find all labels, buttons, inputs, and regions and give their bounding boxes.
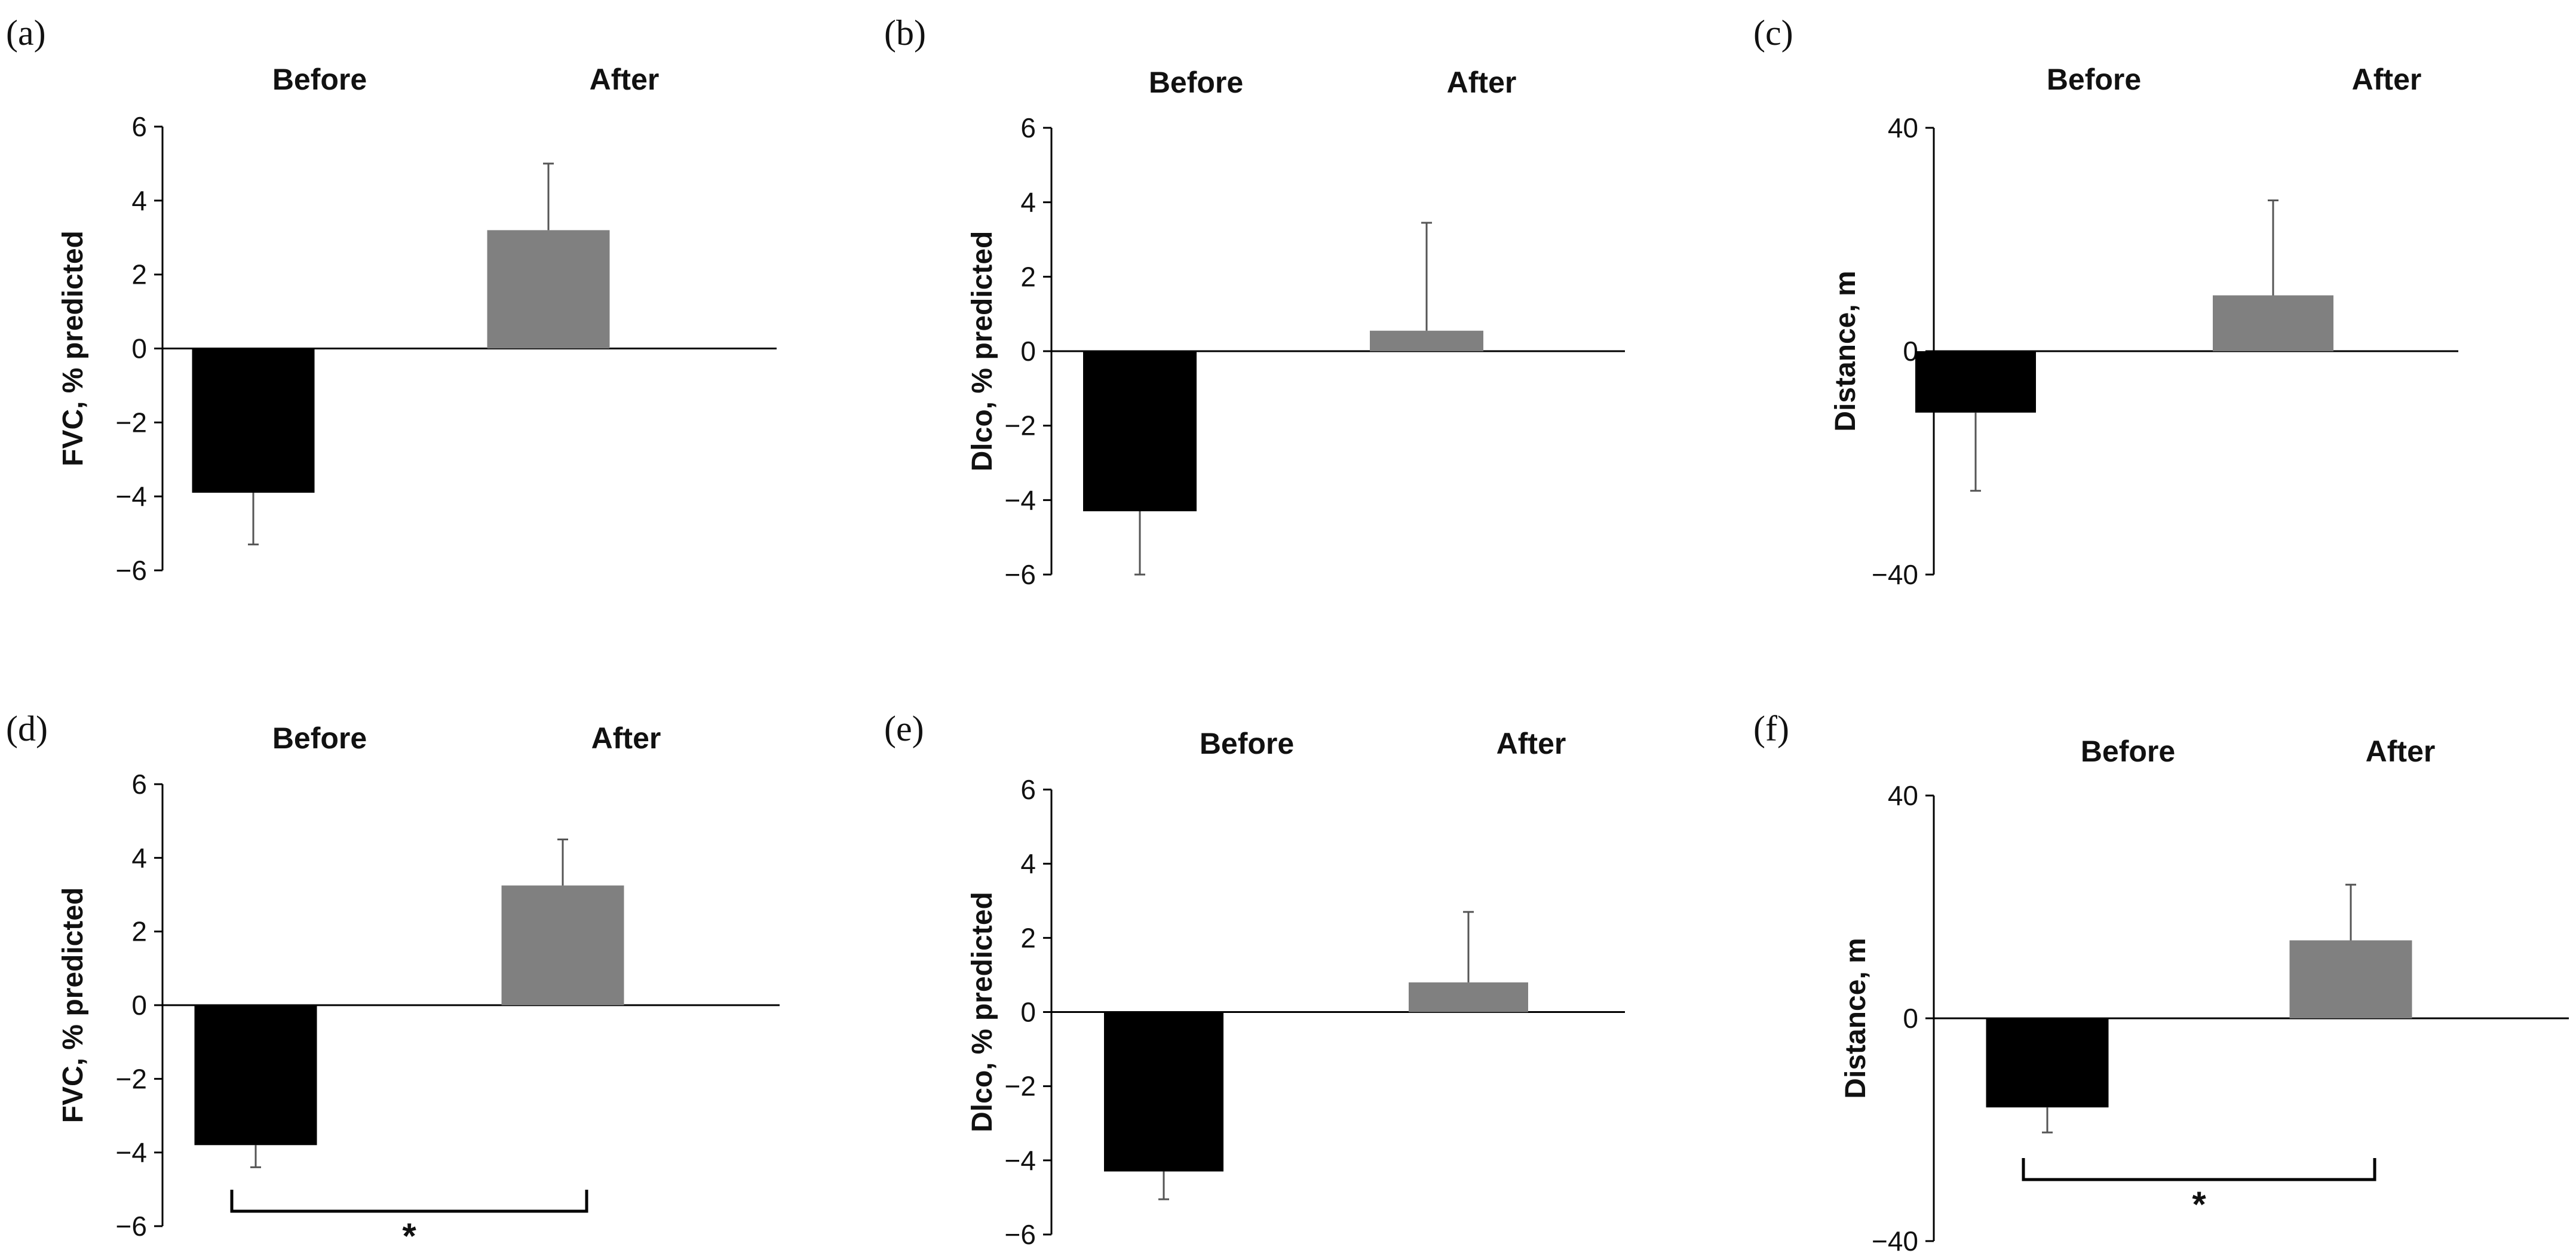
group-label-after: After [1496,727,1566,760]
y-tick-label: −4 [1005,484,1036,515]
y-tick-label: −6 [1005,1219,1036,1250]
y-tick-label: −2 [116,1063,147,1094]
bar-after [2213,295,2333,351]
y-axis-title: FVC, % predicted [57,888,89,1123]
y-tick-label: 2 [1020,261,1036,292]
y-tick-label: −2 [1005,410,1036,441]
group-label-before: Before [2047,63,2141,96]
y-tick-label: −4 [116,1137,147,1168]
panel-label: (d) [6,709,48,748]
y-axis-title: Dlco, % predicted [967,231,998,472]
bar-before [1986,1018,2109,1108]
bar-after [1370,330,1483,351]
panel-label: (a) [6,13,46,53]
y-tick-label: 0 [1903,1003,1918,1034]
group-label-before: Before [272,63,367,96]
y-tick-label: 0 [1020,336,1036,367]
y-tick-label: 0 [131,990,147,1021]
panel-label: (e) [884,709,924,748]
bar-after [501,885,624,1005]
y-tick-label: 2 [131,259,147,290]
significance-bracket [230,1190,588,1213]
significance-star: * [2192,1184,2206,1224]
y-axis-title: Distance, m [1830,271,1862,431]
y-tick-label: −2 [116,407,147,438]
y-tick-label: −6 [1005,559,1036,590]
group-label-before: Before [1200,727,1294,760]
y-tick-label: −40 [1872,559,1918,590]
y-tick-label: 2 [1020,922,1036,953]
group-label-after: After [590,63,660,96]
group-label-before: Before [2081,735,2175,768]
group-label-after: After [2352,63,2422,96]
group-label-after: After [1447,66,1517,99]
y-tick-label: 4 [1020,848,1036,879]
significance-star: * [402,1216,416,1256]
y-tick-label: −6 [116,1211,147,1242]
panel-label: (f) [1753,709,1789,748]
bar-before [192,348,315,493]
chart-panel-e: (e) Before After 6 4 2 0 −2 −4 −6 Dlco, % predicte… [884,709,1625,1250]
chart-panel-b: (b) Before After 6 4 2 0 −2 −4 −6 Dlco, % predicte… [884,13,1625,590]
bar-before [1915,351,2036,413]
y-tick-label: −4 [116,481,147,512]
y-tick-label: 6 [131,111,147,142]
y-tick-label: 40 [1888,780,1918,811]
y-tick-label: −6 [116,555,147,586]
y-tick-label: −4 [1005,1145,1036,1176]
bar-before [194,1005,317,1146]
chart-panel-f: (f) Before After 40 0 −40 Distance, m * [1753,709,2569,1257]
group-label-before: Before [1149,66,1243,99]
bar-after [2289,940,2412,1018]
bar-after [487,230,610,349]
significance-bracket [2022,1158,2376,1181]
y-tick-label: −40 [1872,1226,1918,1257]
bar-before [1083,351,1197,512]
group-label-after: After [591,721,661,755]
panel-label: (c) [1753,13,1793,53]
y-tick-label: −2 [1005,1071,1036,1102]
y-tick-label: 4 [131,185,147,216]
y-tick-label: 6 [1020,112,1036,143]
y-tick-label: 0 [1020,997,1036,1028]
chart-panel-a: (a) Before After 6 4 2 0 −2 −4 −6 FVC, % predicted [6,13,777,586]
y-tick-label: 4 [131,842,147,873]
group-label-after: After [2366,735,2436,768]
y-tick-label: 4 [1020,187,1036,218]
bar-after [1409,982,1528,1012]
y-axis-title: Dlco, % predicted [967,892,998,1132]
y-tick-label: 40 [1888,112,1918,143]
panel-label: (b) [884,13,926,53]
group-label-before: Before [272,721,367,755]
chart-panel-d: (d) Before After 6 4 2 0 −2 −4 −6 FVC, % predicted… [6,709,780,1256]
y-tick-label: 0 [131,333,147,364]
y-tick-label: 6 [1020,774,1036,805]
bar-before [1104,1012,1223,1172]
y-tick-label: 2 [131,916,147,947]
y-axis-title: FVC, % predicted [57,231,89,466]
y-axis-title: Distance, m [1840,938,1872,1098]
y-tick-label: 6 [131,769,147,800]
